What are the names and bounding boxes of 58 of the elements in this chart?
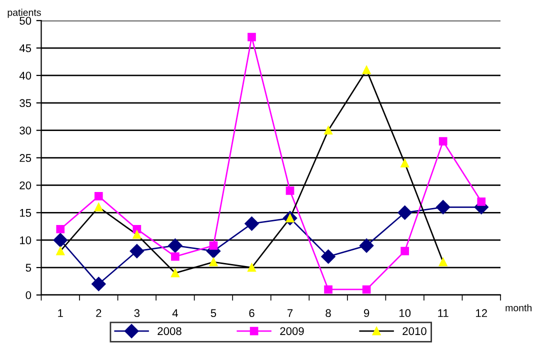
point — [324, 285, 332, 294]
x-tick-label: 5 — [210, 309, 216, 318]
point — [209, 258, 218, 266]
point — [398, 206, 412, 220]
x-tick-label: 9 — [364, 309, 370, 318]
point — [438, 258, 448, 266]
x-tick-label: 8 — [326, 309, 331, 318]
point — [359, 238, 374, 253]
y-tick-label: 45 — [19, 44, 32, 52]
point — [132, 230, 142, 239]
y-axis-title: patients — [8, 8, 41, 18]
point — [56, 246, 65, 256]
legend-label: 2008 — [158, 327, 182, 336]
x-tick-label: 3 — [134, 309, 140, 318]
point — [92, 276, 106, 292]
x-tick-label: 4 — [172, 309, 178, 317]
point — [94, 192, 103, 200]
point — [438, 137, 448, 146]
y-tick-label: 5 — [26, 264, 32, 272]
point — [130, 244, 144, 258]
y-tick-label: 0 — [26, 291, 32, 300]
point — [53, 233, 68, 248]
x-tick-label: 7 — [287, 309, 293, 317]
x-axis-title: month — [506, 304, 532, 312]
y-tick-label: 40 — [19, 72, 32, 80]
y-tick-label: 25 — [20, 154, 32, 162]
y-tick-label: 20 — [20, 181, 32, 190]
legend-label: 2009 — [280, 327, 304, 336]
point — [286, 186, 294, 195]
point — [400, 159, 409, 168]
point — [321, 249, 336, 264]
point — [171, 268, 180, 278]
legend-label: 2010 — [402, 327, 426, 336]
y-tick-label: 30 — [20, 126, 32, 134]
point — [324, 126, 332, 135]
point — [362, 285, 371, 294]
y-tick-label: 50 — [20, 16, 32, 25]
x-tick-label: 2 — [96, 309, 102, 317]
point — [209, 241, 218, 250]
point — [477, 198, 486, 206]
point — [168, 238, 182, 253]
point — [56, 224, 65, 234]
point — [400, 246, 409, 256]
point — [171, 252, 180, 261]
y-tick-label: 10 — [20, 236, 32, 244]
point — [244, 216, 259, 231]
point — [436, 200, 450, 214]
point — [94, 203, 103, 212]
x-tick-label: 10 — [399, 309, 411, 318]
x-tick-label: 12 — [476, 309, 487, 317]
x-tick-label: 6 — [249, 309, 254, 318]
y-tick-label: 15 — [20, 209, 32, 217]
point — [362, 66, 371, 74]
point — [248, 32, 256, 42]
x-tick-label: 1 — [58, 309, 63, 317]
x-tick-label: 11 — [438, 309, 448, 317]
point — [248, 263, 256, 272]
y-tick-label: 35 — [20, 99, 32, 108]
